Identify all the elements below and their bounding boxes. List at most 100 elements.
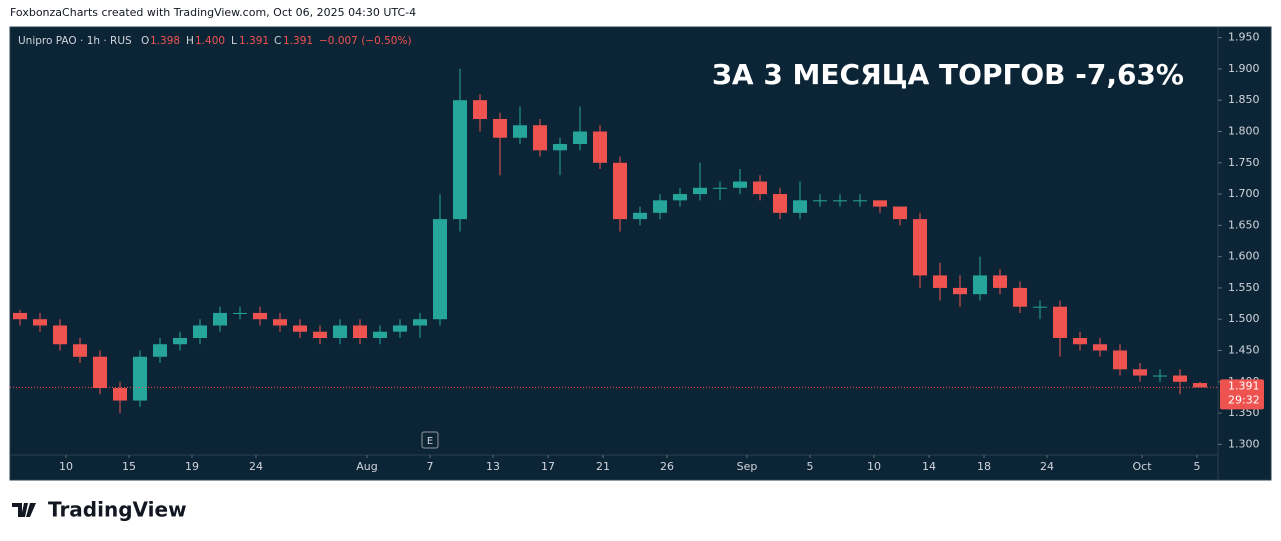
candle-body	[493, 118, 507, 138]
candle-body	[1073, 337, 1087, 345]
candle-body	[593, 131, 607, 163]
x-tick-label: 26	[660, 460, 674, 473]
chart-panel	[9, 26, 1272, 481]
y-tick-label: 1.600	[1228, 250, 1260, 263]
last-price-badge	[1220, 379, 1264, 410]
last-price-label: 1.391	[1228, 379, 1260, 392]
logo-text: TradingView	[48, 498, 187, 522]
candle-body	[113, 388, 127, 401]
legend: Unipro PAO · 1h · RUS O 1.398 H 1.400 L …	[18, 35, 412, 47]
change: −0.007 (−0.50%)	[319, 35, 412, 47]
candle-body	[133, 356, 147, 401]
candle-body	[853, 200, 867, 202]
x-tick-label: 15	[122, 460, 136, 473]
candle-body	[1113, 350, 1127, 370]
candle-body	[633, 212, 647, 220]
o-label: O	[141, 35, 149, 47]
logo-icon	[12, 503, 36, 517]
candle-body	[973, 275, 987, 295]
candle-body	[253, 312, 267, 320]
x-tick-label: 21	[596, 460, 610, 473]
x-tick-label: 10	[867, 460, 881, 473]
candle-body	[293, 325, 307, 332]
x-tick-label: 5	[807, 460, 814, 473]
candle-body	[93, 356, 107, 389]
candle-body	[393, 325, 407, 332]
candle-body	[813, 200, 827, 202]
candle-body	[233, 312, 247, 314]
earnings-box[interactable]	[421, 431, 439, 449]
c-label: C	[274, 35, 281, 47]
candle-body	[913, 219, 927, 276]
candle-body	[953, 287, 967, 295]
y-tick-label: 1.650	[1228, 218, 1260, 231]
annotation: ЗА 3 МЕСЯЦА ТОРГОВ -7,63%	[712, 58, 1184, 91]
x-tick-label: 5	[1194, 460, 1201, 473]
y-tick-label: 1.500	[1228, 312, 1260, 325]
candle-body	[753, 181, 767, 195]
candle-body	[153, 344, 167, 357]
y-tick-label: 1.300	[1228, 437, 1260, 450]
y-tick-label: 1.950	[1228, 31, 1260, 44]
x-tick-label: 24	[249, 460, 263, 473]
x-tick-label: Aug	[356, 460, 377, 473]
h-label: H	[186, 35, 194, 47]
candle-body	[1013, 287, 1027, 307]
candle-body	[873, 200, 887, 207]
candle-body	[513, 125, 527, 138]
candle-body	[353, 325, 367, 338]
h-value: 1.400	[195, 35, 225, 47]
candle-body	[373, 331, 387, 338]
candle-body	[673, 194, 687, 201]
candle-body	[13, 312, 27, 320]
candle-body	[773, 194, 787, 213]
x-tick-label: 24	[1040, 460, 1054, 473]
candle-body	[693, 187, 707, 195]
candle-body	[53, 325, 67, 345]
candle-body	[1193, 383, 1207, 388]
candle-body	[473, 100, 487, 119]
y-tick-label: 1.900	[1228, 62, 1260, 75]
x-tick-label: 17	[541, 460, 555, 473]
candle-body	[73, 344, 87, 357]
x-tick-label: 10	[59, 460, 73, 473]
candle-body	[733, 181, 747, 188]
candle-body	[933, 275, 947, 288]
candle-body	[273, 319, 287, 326]
candle-body	[1133, 369, 1147, 376]
l-value: 1.391	[239, 35, 269, 47]
candle-body	[573, 131, 587, 145]
candle-body	[313, 331, 327, 338]
o-value: 1.398	[150, 35, 180, 47]
candle-body	[653, 200, 667, 213]
candle-body	[433, 219, 447, 320]
candle-body	[1033, 306, 1047, 308]
x-tick-label: 7	[427, 460, 434, 473]
candle-body	[1173, 375, 1187, 382]
candle-body	[793, 200, 807, 213]
candle-body	[533, 125, 547, 151]
logo: TradingView	[12, 498, 187, 522]
countdown: 29:32	[1228, 393, 1260, 406]
candle-body	[993, 275, 1007, 288]
x-tick-label: Oct	[1132, 460, 1152, 473]
x-tick-label: 19	[185, 460, 199, 473]
candle-body	[1093, 344, 1107, 351]
plot	[13, 68, 1207, 414]
l-label: L	[231, 35, 237, 47]
candle-body	[833, 200, 847, 202]
y-tick-label: 1.800	[1228, 124, 1260, 137]
symbol: Unipro PAO · 1h · RUS	[18, 35, 132, 47]
x-tick-label: 18	[977, 460, 991, 473]
y-tick-label: 1.450	[1228, 344, 1260, 357]
candle-body	[33, 319, 47, 326]
x-tick-label: Sep	[737, 460, 758, 473]
candle-body	[893, 206, 907, 220]
candle-body	[453, 100, 467, 220]
c-value: 1.391	[283, 35, 313, 47]
candle-body	[173, 337, 187, 345]
y-tick-label: 1.850	[1228, 93, 1260, 106]
attribution: FoxbonzaCharts created with TradingView.…	[10, 6, 416, 19]
earnings-marker[interactable]: E	[427, 436, 433, 447]
